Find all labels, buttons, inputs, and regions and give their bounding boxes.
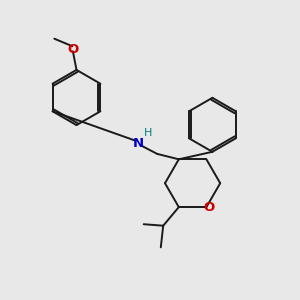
Text: H: H bbox=[143, 128, 152, 138]
Text: O: O bbox=[203, 201, 214, 214]
Text: O: O bbox=[67, 43, 79, 56]
Text: N: N bbox=[133, 137, 144, 150]
